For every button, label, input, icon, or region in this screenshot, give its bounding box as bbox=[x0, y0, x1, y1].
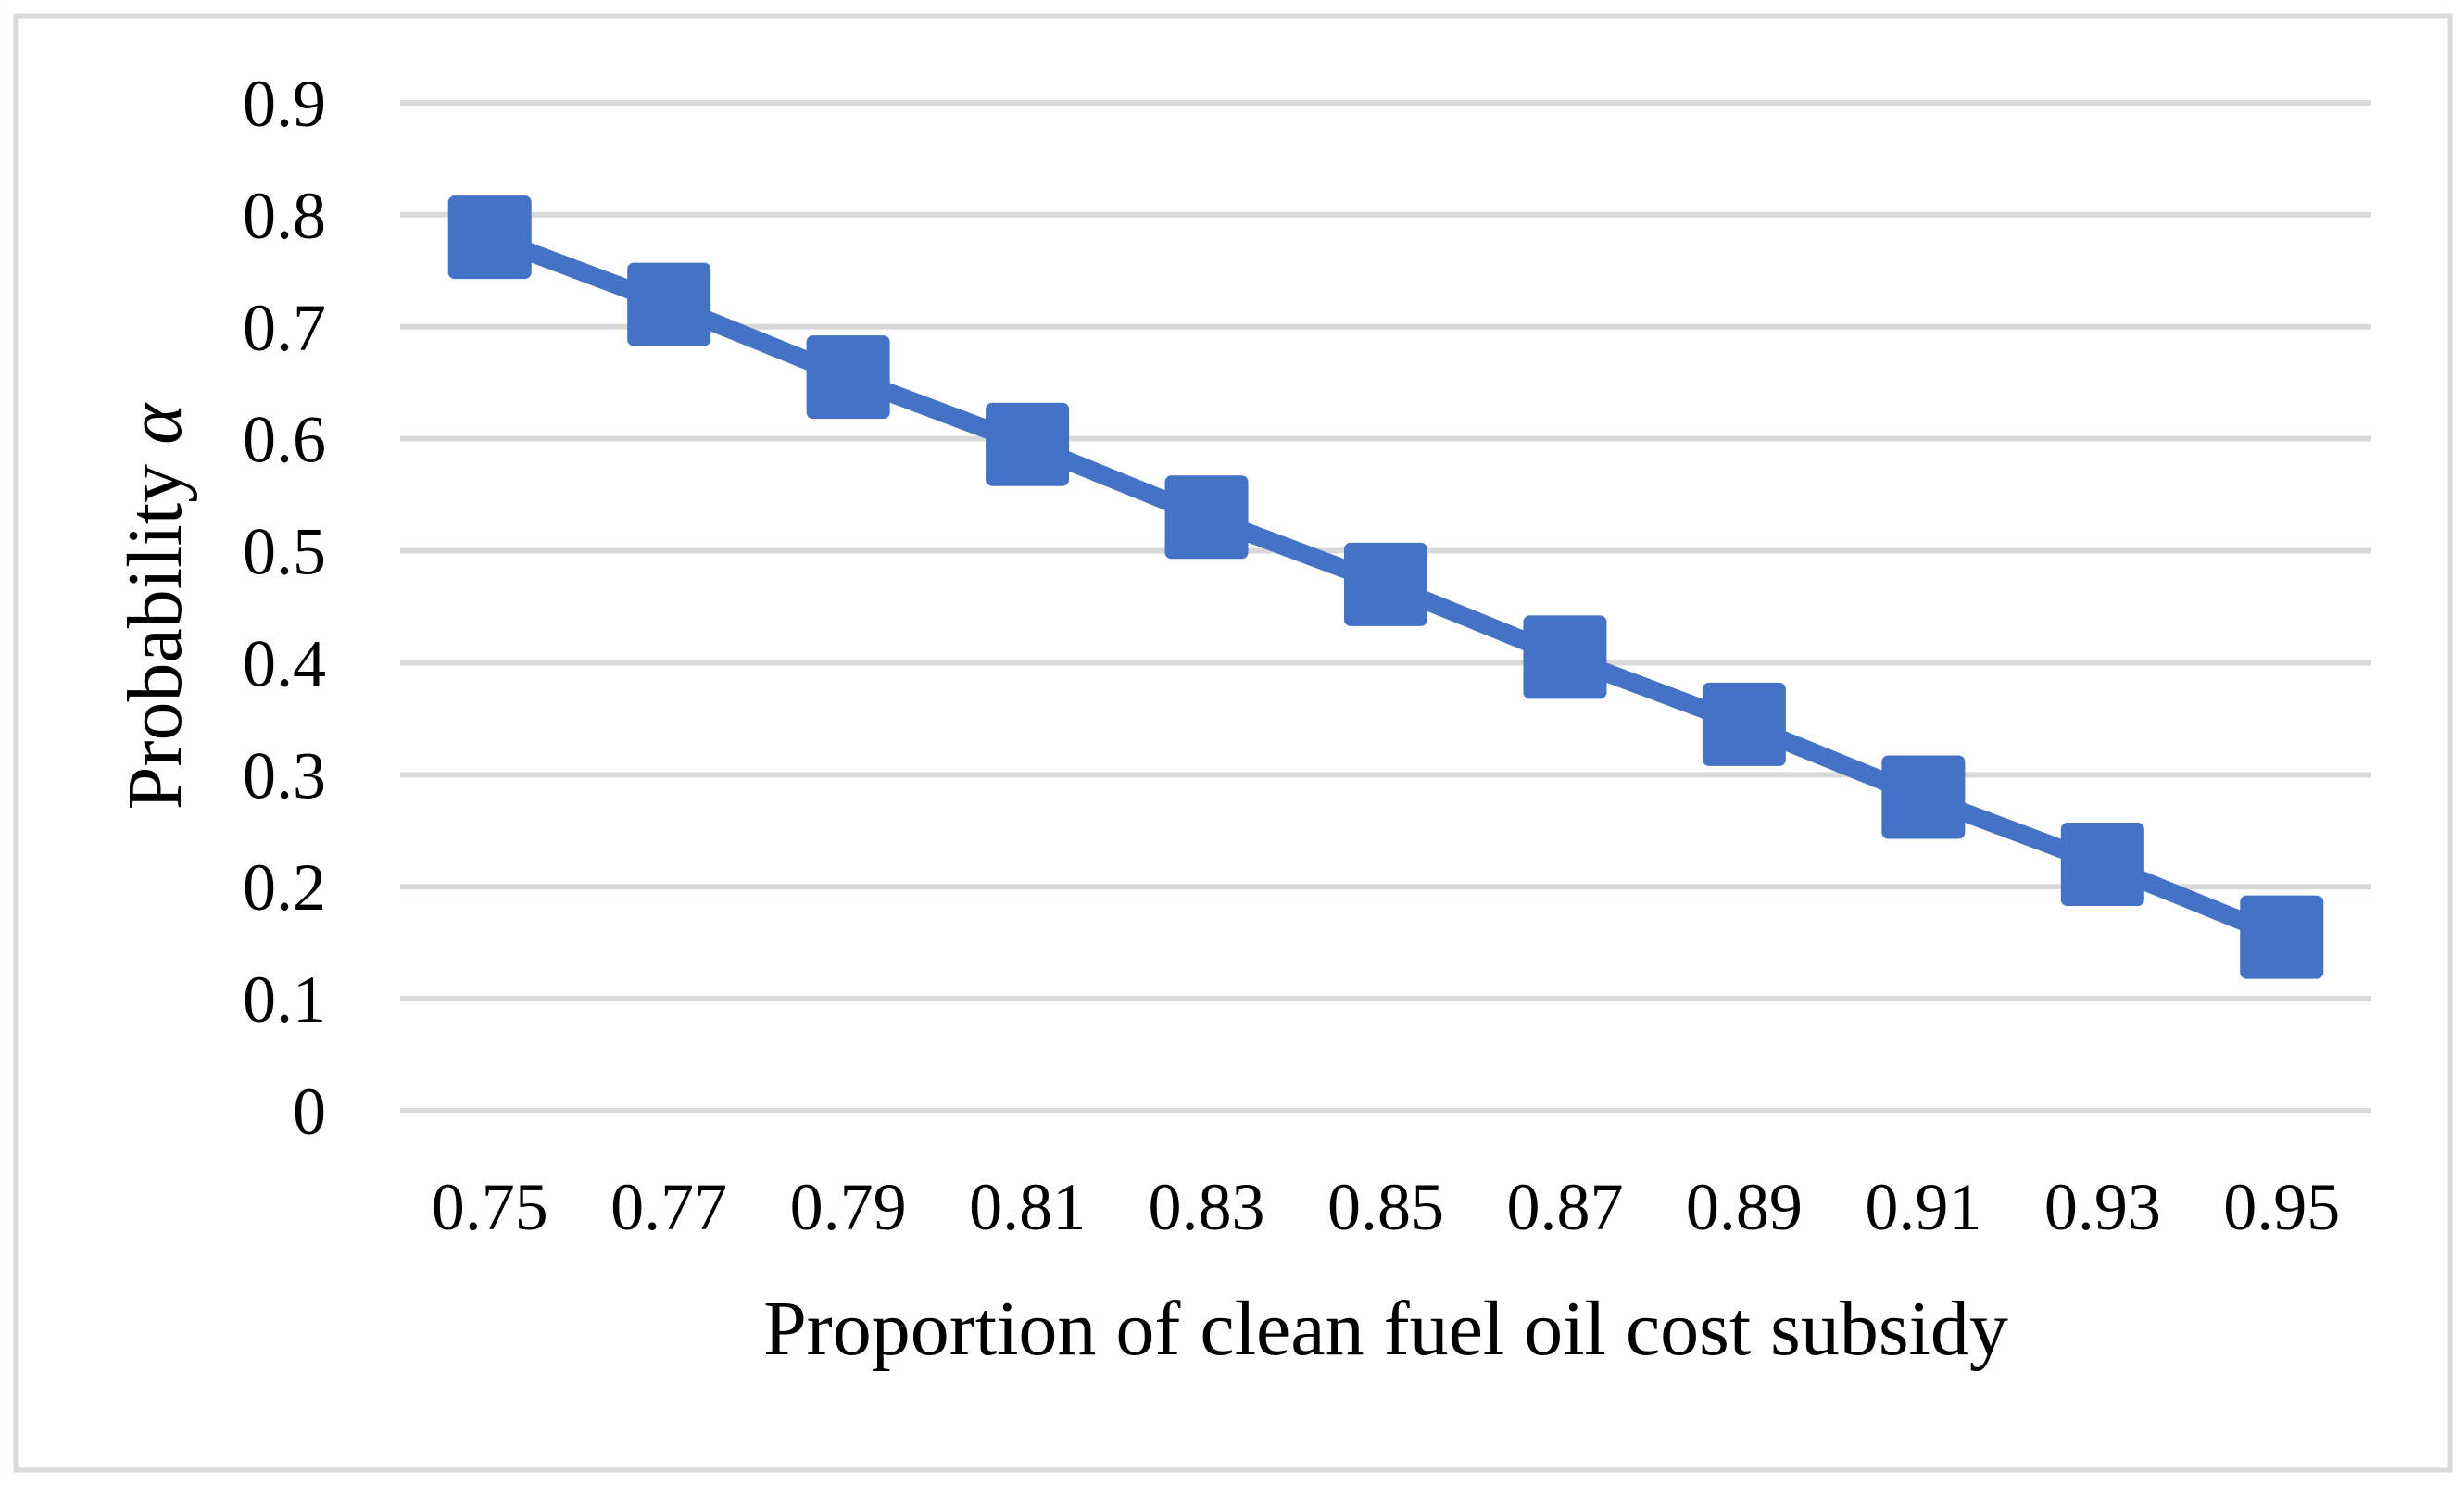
y-tick-label: 0 bbox=[293, 1075, 326, 1149]
x-tick-label: 0.89 bbox=[1686, 1170, 1803, 1244]
data-point-marker bbox=[1702, 682, 1786, 766]
x-tick-label: 0.91 bbox=[1865, 1170, 1981, 1244]
x-tick-label: 0.95 bbox=[2223, 1170, 2340, 1244]
x-tick-label: 0.77 bbox=[610, 1170, 727, 1244]
y-tick-label: 0.8 bbox=[243, 179, 326, 253]
data-point-marker bbox=[2240, 895, 2324, 979]
y-tick-label: 0.9 bbox=[243, 67, 326, 141]
y-tick-label: 0.1 bbox=[243, 962, 326, 1037]
y-tick-label: 0.7 bbox=[243, 291, 326, 365]
y-axis-title: Probability α bbox=[112, 402, 198, 810]
data-point-marker bbox=[1523, 615, 1607, 699]
tick-labels-group: 0 0.1 0.2 0.3 0.4 0.5 0.6 0.7 0.8 0.9 0.75 0.77 0.79… bbox=[243, 67, 2340, 1244]
data-point-marker bbox=[1164, 475, 1249, 560]
y-axis-title-text: Probability bbox=[112, 445, 198, 810]
x-tick-label: 0.87 bbox=[1506, 1170, 1623, 1244]
x-tick-label: 0.79 bbox=[790, 1170, 907, 1244]
data-point-marker bbox=[1344, 542, 1427, 626]
y-tick-label: 0.5 bbox=[243, 515, 326, 589]
x-tick-label: 0.81 bbox=[969, 1170, 1086, 1244]
data-point-marker bbox=[806, 335, 890, 420]
y-tick-label: 0.4 bbox=[243, 626, 326, 700]
series-group bbox=[447, 195, 2324, 979]
data-point-marker bbox=[1881, 755, 1966, 839]
y-tick-label: 0.3 bbox=[243, 738, 326, 812]
x-axis-title: Proportion of clean fuel oil cost subsid… bbox=[763, 1286, 2008, 1372]
data-point-marker bbox=[2060, 823, 2144, 907]
data-point-marker bbox=[627, 262, 711, 346]
data-point-marker bbox=[447, 195, 532, 280]
y-axis-title-alpha-symbol: α bbox=[112, 402, 198, 445]
x-tick-label: 0.75 bbox=[432, 1170, 548, 1244]
x-tick-label: 0.85 bbox=[1327, 1170, 1444, 1244]
x-tick-label: 0.83 bbox=[1149, 1170, 1265, 1244]
x-tick-label: 0.93 bbox=[2044, 1170, 2161, 1244]
figure-border bbox=[13, 13, 2453, 1473]
y-tick-label: 0.2 bbox=[243, 850, 326, 925]
data-point-marker bbox=[986, 402, 1070, 486]
y-tick-label: 0.6 bbox=[243, 403, 326, 477]
